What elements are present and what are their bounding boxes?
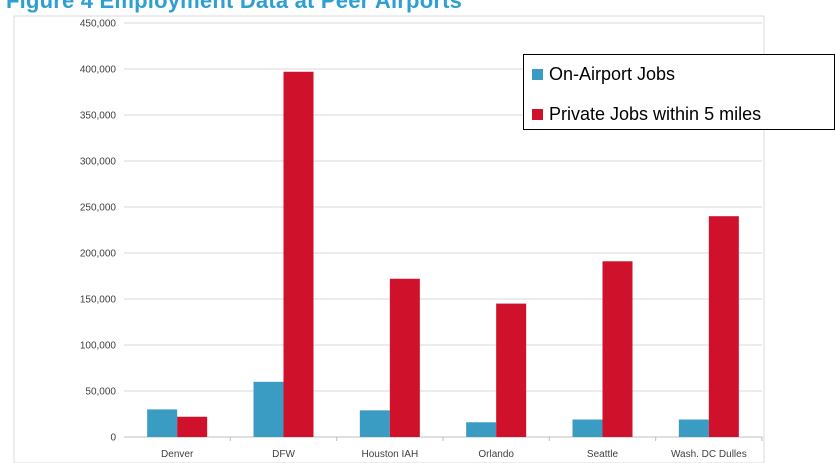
bar-private-seattle	[602, 261, 633, 437]
bar-private-denver	[177, 416, 208, 437]
bar-on-airport-orlando	[466, 422, 497, 437]
x-category-label: Denver	[161, 449, 194, 460]
bar-private-orlando	[496, 303, 527, 437]
y-tick-label: 0	[110, 433, 116, 444]
legend-label-on-airport: On-Airport Jobs	[549, 64, 676, 84]
y-tick-label: 350,000	[80, 111, 117, 122]
tick-labels: 0 50,000 100,000 150,000 200,000 250,000 300,0…	[80, 19, 747, 461]
legend-swatch-on-airport	[532, 69, 543, 80]
legend-item-private: Private Jobs within 5 miles	[532, 104, 761, 125]
bars	[147, 71, 739, 437]
y-tick-label: 200,000	[80, 249, 117, 260]
bar-on-airport-denver	[147, 409, 178, 437]
y-tick-label: 100,000	[80, 341, 117, 352]
legend-item-on-airport: On-Airport Jobs	[532, 64, 675, 85]
y-tick-label: 250,000	[80, 203, 117, 214]
bar-private-dfw	[283, 71, 314, 437]
bar-on-airport-dfw	[253, 381, 284, 437]
bar-on-airport-seattle	[572, 419, 603, 437]
legend-label-private: Private Jobs within 5 miles	[549, 104, 762, 124]
bar-private-wash-dc-dulles	[708, 216, 739, 437]
x-category-label: Seattle	[587, 449, 619, 460]
x-category-label: Wash. DC Dulles	[671, 449, 747, 460]
y-tick-label: 400,000	[80, 65, 117, 76]
bar-on-airport-houston-iah	[359, 410, 390, 437]
bar-private-houston-iah	[389, 278, 420, 437]
y-tick-label: 300,000	[80, 157, 117, 168]
figure-title: Figure 4 Employment Data at Peer Airport…	[6, 0, 463, 13]
x-category-label: Houston IAH	[361, 449, 418, 460]
axes	[124, 436, 763, 441]
x-category-label: DFW	[272, 449, 295, 460]
bar-on-airport-wash-dc-dulles	[678, 419, 709, 437]
y-tick-label: 450,000	[80, 19, 117, 30]
legend-swatch-private	[532, 109, 543, 120]
y-tick-label: 150,000	[80, 295, 117, 306]
x-category-label: Orlando	[478, 449, 514, 460]
y-tick-label: 50,000	[85, 387, 116, 398]
legend: On-Airport Jobs Private Jobs within 5 mi…	[523, 54, 835, 130]
